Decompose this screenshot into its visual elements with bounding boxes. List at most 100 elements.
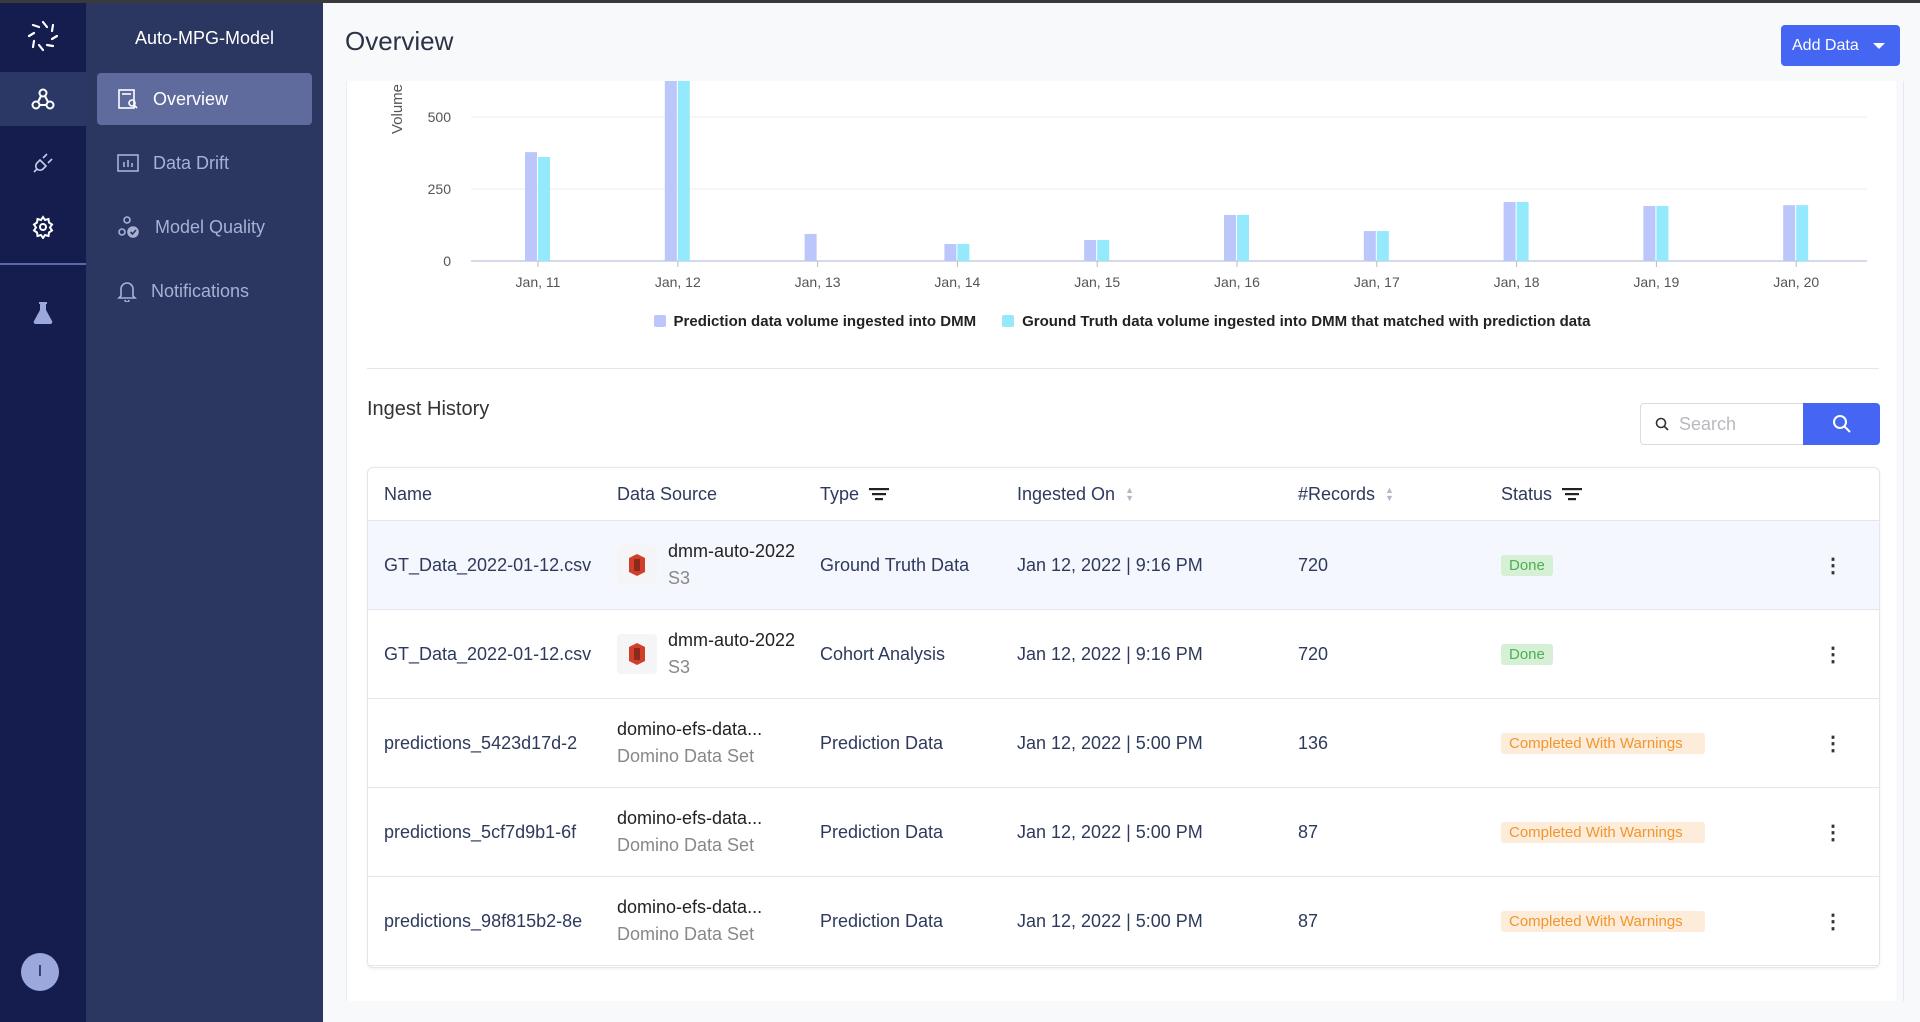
more-options-icon[interactable]: ⋮ — [1823, 554, 1843, 577]
x-tick-label: Jan, 13 — [795, 274, 841, 290]
row-type: Cohort Analysis — [820, 643, 946, 664]
add-data-button[interactable]: Add Data — [1781, 25, 1900, 66]
row-records: 87 — [1298, 910, 1319, 931]
bar-chart-icon — [117, 154, 139, 172]
sort-icon[interactable]: ▲ ▼ — [1125, 485, 1134, 503]
more-options-icon[interactable]: ⋮ — [1823, 910, 1843, 933]
row-name[interactable]: predictions_5cf7d9b1-6f — [384, 821, 577, 842]
filter-icon[interactable] — [1562, 487, 1583, 501]
s3-bucket-icon — [617, 545, 657, 585]
table-row[interactable]: GT_Data_2022-01-12.csv dmm-auto-2022 S3 Gro… — [368, 521, 1879, 610]
row-type: Ground Truth Data — [820, 554, 970, 575]
legend-item-ground-truth[interactable]: Ground Truth data volume ingested into D… — [1002, 313, 1590, 330]
x-tick-label: Jan, 19 — [1633, 274, 1679, 290]
row-records: 136 — [1298, 732, 1329, 753]
flask-icon[interactable] — [0, 285, 86, 339]
x-tick-label: Jan, 20 — [1773, 274, 1819, 290]
bar-ground-truth — [1796, 205, 1809, 261]
gear-icon[interactable] — [0, 200, 86, 254]
table-row[interactable]: predictions_5cf7d9b1-6f domino-efs-data..… — [368, 788, 1879, 877]
s3-bucket-icon — [617, 634, 657, 674]
content-panel: 0 250 500 Volume Jan, 11 Jan, 12 Jan, 13 Jan, 1… — [346, 81, 1896, 1001]
chart-legend: Prediction data volume ingested into DMM… — [347, 313, 1896, 330]
row-ingested-on: Jan 12, 2022 | 9:16 PM — [1017, 643, 1203, 664]
bar-prediction — [1783, 205, 1796, 261]
nav-item-overview[interactable]: Overview — [97, 73, 312, 125]
y-axis-label: Volume — [389, 84, 406, 134]
search-icon — [1832, 415, 1851, 433]
scrollbar[interactable] — [1903, 81, 1913, 1001]
bar-prediction — [664, 81, 677, 261]
column-header-status[interactable]: Status — [1501, 468, 1583, 520]
sort-icon[interactable]: ▲ ▼ — [1385, 485, 1394, 503]
nav-item-notifications[interactable]: Notifications — [97, 265, 312, 317]
row-name[interactable]: GT_Data_2022-01-12.csv — [384, 554, 592, 575]
volume-chart: 0 250 500 Volume Jan, 11 Jan, 12 Jan, 13 Jan, 1… — [389, 81, 1867, 290]
source-type: Domino Data Set — [617, 835, 755, 855]
row-name[interactable]: GT_Data_2022-01-12.csv — [384, 643, 592, 664]
logo-icon[interactable] — [0, 8, 86, 64]
status-badge: Completed With Warnings — [1501, 910, 1705, 932]
page-title: Overview — [345, 26, 454, 56]
table-row[interactable]: predictions_5423d17d-2 domino-efs-data...… — [368, 699, 1879, 788]
row-data-source: dmm-auto-2022 S3 — [617, 610, 795, 698]
bar-prediction — [1503, 201, 1516, 261]
filter-icon[interactable] — [869, 487, 890, 501]
caret-down-icon — [1872, 42, 1885, 49]
bar-prediction — [944, 244, 957, 261]
column-header-records[interactable]: #Records ▲ ▼ — [1298, 468, 1394, 520]
row-records: 87 — [1298, 821, 1319, 842]
plug-icon[interactable] — [0, 136, 86, 190]
search-input[interactable] — [1679, 413, 1789, 435]
bar-prediction — [1224, 214, 1236, 261]
x-tick-label: Jan, 14 — [934, 274, 980, 290]
nav-item-label: Model Quality — [155, 216, 266, 237]
more-options-icon[interactable]: ⋮ — [1823, 732, 1843, 755]
column-header-type[interactable]: Type — [820, 468, 890, 520]
window-top-border — [0, 0, 1920, 3]
bar-prediction — [1643, 205, 1656, 261]
bar-ground-truth — [957, 244, 970, 261]
legend-swatch — [1002, 315, 1015, 327]
source-name: dmm-auto-2022 — [668, 541, 796, 561]
column-label: #Records — [1298, 483, 1376, 504]
ingest-history-table: Name Data Source Type Ingested On ▲ ▼ #Rec… — [367, 467, 1880, 968]
table-header: Name Data Source Type Ingested On ▲ ▼ #Rec… — [368, 468, 1879, 521]
source-name: dmm-auto-2022 — [668, 630, 796, 650]
more-options-icon[interactable]: ⋮ — [1823, 821, 1843, 844]
model-quality-icon — [118, 216, 139, 238]
bar-ground-truth — [677, 81, 690, 261]
nav-item-model-quality[interactable]: Model Quality — [97, 201, 312, 253]
search-button[interactable] — [1803, 403, 1880, 445]
bar-ground-truth — [1516, 201, 1529, 261]
models-icon[interactable] — [0, 72, 86, 126]
section-divider — [367, 368, 1879, 369]
row-ingested-on: Jan 12, 2022 | 9:16 PM — [1017, 554, 1203, 575]
column-label: Ingested On — [1017, 483, 1116, 504]
source-type: S3 — [668, 657, 691, 677]
column-label: Status — [1501, 483, 1553, 504]
row-ingested-on: Jan 12, 2022 | 5:00 PM — [1017, 732, 1203, 753]
bar-prediction — [1363, 231, 1376, 261]
row-data-source: domino-efs-data... Domino Data Set — [617, 788, 762, 876]
add-data-label: Add Data — [1792, 36, 1859, 54]
row-type: Prediction Data — [820, 910, 944, 931]
x-tick-label: Jan, 11 — [516, 274, 561, 290]
user-avatar[interactable]: I — [21, 953, 59, 991]
source-name: domino-efs-data... — [617, 897, 763, 917]
x-tick-label: Jan, 17 — [1354, 274, 1400, 290]
nav-item-data-drift[interactable]: Data Drift — [97, 137, 312, 189]
x-tick-label: Jan, 15 — [1074, 274, 1120, 290]
more-options-icon[interactable]: ⋮ — [1823, 643, 1843, 666]
column-header-ingested-on[interactable]: Ingested On ▲ ▼ — [1017, 468, 1134, 520]
table-row[interactable]: GT_Data_2022-01-12.csv dmm-auto-2022 S3 Coh… — [368, 610, 1879, 699]
x-tick-label: Jan, 18 — [1494, 274, 1540, 290]
model-name: Auto-MPG-Model — [134, 28, 275, 48]
row-name[interactable]: predictions_98f815b2-8e — [384, 910, 583, 931]
row-name[interactable]: predictions_5423d17d-2 — [384, 732, 578, 753]
bar-ground-truth — [1656, 205, 1669, 261]
source-name: domino-efs-data... — [617, 719, 763, 739]
row-data-source: domino-efs-data... Domino Data Set — [617, 877, 762, 965]
table-row[interactable]: predictions_98f815b2-8e domino-efs-data..… — [368, 877, 1879, 966]
legend-item-prediction[interactable]: Prediction data volume ingested into DMM — [653, 313, 976, 330]
